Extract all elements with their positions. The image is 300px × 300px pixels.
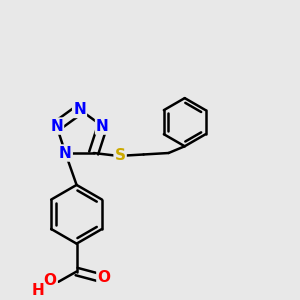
Text: N: N — [96, 118, 109, 134]
Text: O: O — [44, 273, 57, 288]
Text: O: O — [98, 270, 110, 285]
Text: H: H — [32, 283, 44, 298]
Text: N: N — [73, 102, 86, 117]
Text: N: N — [50, 118, 63, 134]
Text: N: N — [59, 146, 72, 160]
Text: S: S — [115, 148, 126, 164]
